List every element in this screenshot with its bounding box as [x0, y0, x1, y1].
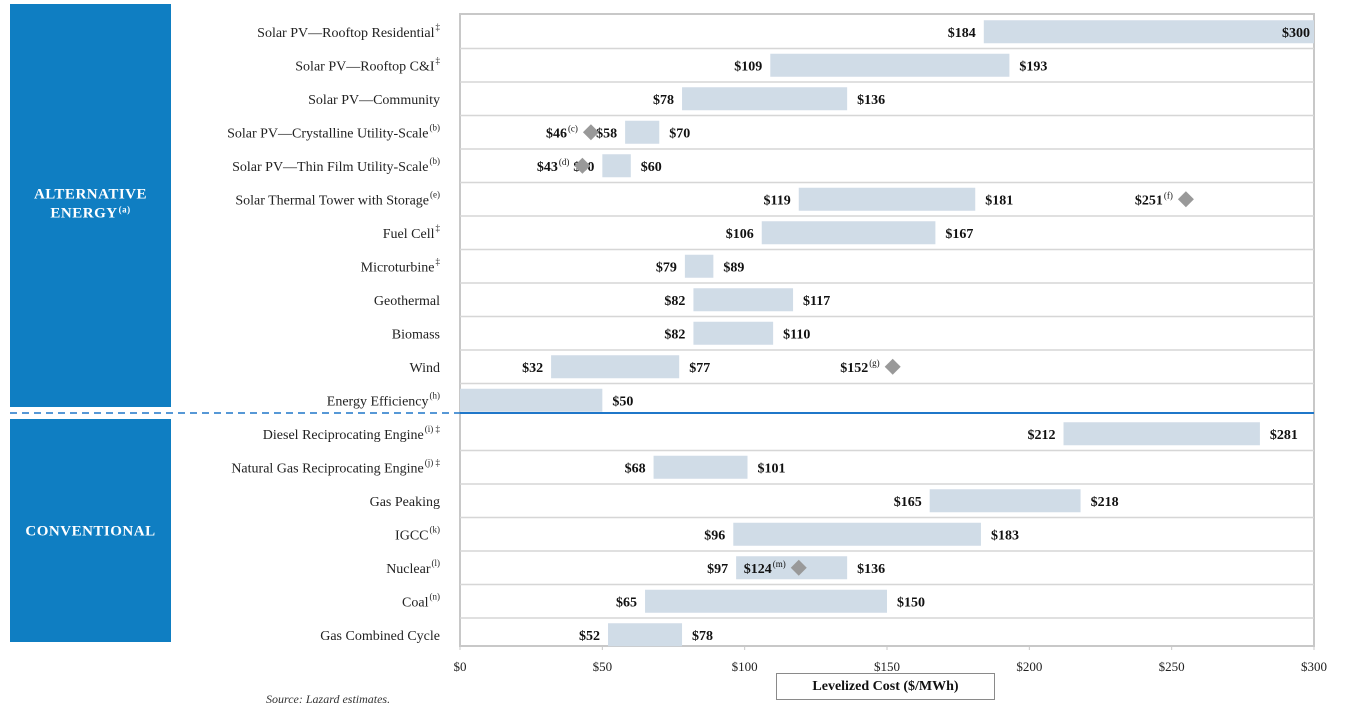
- category-label: Solar PV—Crystalline Utility-Scale(b): [227, 122, 440, 141]
- x-tick-label: $200: [1016, 659, 1042, 674]
- low-value-label: $119: [764, 193, 791, 208]
- high-value-label: $218: [1091, 495, 1119, 510]
- range-bar: [733, 522, 981, 546]
- low-value-label: $52: [579, 629, 600, 644]
- range-bar: [645, 589, 887, 613]
- low-value-label: $78: [653, 93, 674, 108]
- range-bar: [653, 455, 748, 479]
- marker-value-label: $152(g): [840, 358, 880, 376]
- high-value-label: $70: [669, 126, 690, 141]
- category-label: IGCC(k): [395, 524, 440, 543]
- range-bar: [693, 288, 794, 312]
- group-label: ALTERNATIVE: [34, 187, 147, 203]
- range-bar: [682, 87, 848, 111]
- high-value-label: $77: [689, 361, 710, 376]
- range-bar: [798, 187, 976, 211]
- x-tick-label: $300: [1301, 659, 1327, 674]
- category-label: Nuclear(l): [386, 558, 440, 577]
- high-value-label: $183: [991, 528, 1019, 543]
- range-bar: [929, 489, 1081, 513]
- category-label: Gas Peaking: [370, 495, 440, 510]
- category-label: Diesel Reciprocating Engine(i) ‡: [263, 424, 441, 443]
- high-value-label: $300: [1282, 26, 1310, 41]
- low-value-label: $65: [616, 595, 637, 610]
- range-bar: [551, 355, 680, 379]
- low-value-label: $82: [664, 294, 685, 309]
- range-bar: [684, 254, 714, 278]
- marker-diamond: [582, 124, 599, 141]
- group-panel-conventional: [10, 419, 171, 642]
- low-value-label: $212: [1027, 428, 1055, 443]
- high-value-label: $89: [723, 260, 744, 275]
- marker-diamond: [574, 157, 591, 174]
- marker-value-label: $124(m): [744, 559, 786, 577]
- high-value-label: $193: [1019, 59, 1047, 74]
- x-tick-label: $50: [593, 659, 613, 674]
- high-value-label: $60: [641, 160, 662, 175]
- category-label: Solar PV—Rooftop Residential‡: [257, 22, 440, 41]
- low-value-label: $82: [664, 327, 685, 342]
- x-tick-label: $150: [874, 659, 900, 674]
- low-value-label: $79: [656, 260, 677, 275]
- high-value-label: $117: [803, 294, 830, 309]
- category-label: Geothermal: [374, 294, 440, 309]
- x-tick-label: $0: [454, 659, 467, 674]
- category-label: Natural Gas Reciprocating Engine(j) ‡: [231, 457, 440, 476]
- range-bar: [625, 120, 660, 144]
- category-label: Solar PV—Community: [308, 93, 440, 108]
- x-axis-label: Levelized Cost ($/MWh): [776, 673, 995, 700]
- range-bar: [460, 388, 603, 412]
- category-label: Gas Combined Cycle: [320, 629, 440, 644]
- high-value-label: $136: [857, 93, 885, 108]
- range-bar: [1063, 422, 1260, 446]
- range-bar: [983, 20, 1314, 44]
- low-value-label: $184: [948, 26, 976, 41]
- range-bar: [693, 321, 774, 345]
- category-label: Fuel Cell‡: [383, 223, 441, 242]
- high-value-label: $110: [783, 327, 810, 342]
- high-value-label: $50: [612, 394, 633, 409]
- range-bar: [761, 221, 936, 245]
- high-value-label: $150: [897, 595, 925, 610]
- category-label: Solar PV—Thin Film Utility-Scale(b): [232, 156, 440, 175]
- high-value-label: $181: [985, 193, 1013, 208]
- low-value-label: $58: [596, 126, 617, 141]
- low-value-label: $96: [704, 528, 725, 543]
- category-label: Wind: [409, 361, 440, 376]
- range-bar: [608, 623, 683, 647]
- range-bar: [602, 154, 631, 178]
- category-label: Biomass: [392, 327, 440, 342]
- category-label: Coal(n): [402, 591, 440, 610]
- high-value-label: $136: [857, 562, 885, 577]
- low-value-label: $165: [894, 495, 922, 510]
- group-label: ENERGY(a): [50, 205, 130, 222]
- low-value-label: $68: [625, 461, 646, 476]
- category-label: Microturbine‡: [361, 256, 441, 275]
- marker-diamond: [884, 358, 901, 375]
- category-label: Solar PV—Rooftop C&I‡: [295, 55, 440, 74]
- marker-diamond: [790, 559, 807, 576]
- category-label: Energy Efficiency(h): [327, 390, 440, 409]
- high-value-label: $167: [945, 227, 973, 242]
- range-bar: [770, 53, 1010, 77]
- high-value-label: $101: [758, 461, 786, 476]
- marker-value-label: $46(c): [546, 123, 578, 141]
- marker-value-label: $43(d): [537, 157, 570, 175]
- low-value-label: $106: [726, 227, 754, 242]
- low-value-label: $109: [734, 59, 762, 74]
- group-label: CONVENTIONAL: [25, 524, 155, 540]
- group-panel-alternative: [10, 4, 171, 407]
- x-tick-label: $100: [732, 659, 758, 674]
- x-tick-label: $250: [1159, 659, 1185, 674]
- low-value-label: $97: [707, 562, 728, 577]
- marker-diamond: [1177, 191, 1194, 208]
- category-label: Solar Thermal Tower with Storage(e): [235, 189, 440, 208]
- high-value-label: $281: [1270, 428, 1298, 443]
- source-note: Source: Lazard estimates.: [266, 692, 391, 706]
- low-value-label: $32: [522, 361, 543, 376]
- marker-value-label: $251(f): [1135, 190, 1173, 208]
- high-value-label: $78: [692, 629, 713, 644]
